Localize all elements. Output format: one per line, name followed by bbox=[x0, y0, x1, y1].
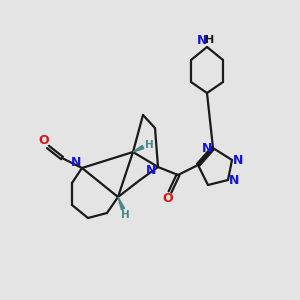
Polygon shape bbox=[133, 146, 144, 152]
Text: H: H bbox=[206, 35, 214, 45]
Text: H: H bbox=[121, 210, 129, 220]
Text: N: N bbox=[233, 154, 243, 166]
Polygon shape bbox=[118, 197, 124, 210]
Text: N: N bbox=[229, 173, 239, 187]
Text: N: N bbox=[197, 34, 207, 46]
Text: N: N bbox=[202, 142, 212, 155]
Text: O: O bbox=[163, 193, 173, 206]
Text: N: N bbox=[71, 157, 81, 169]
Text: H: H bbox=[145, 140, 153, 150]
Text: O: O bbox=[39, 134, 49, 146]
Text: N: N bbox=[146, 164, 156, 176]
